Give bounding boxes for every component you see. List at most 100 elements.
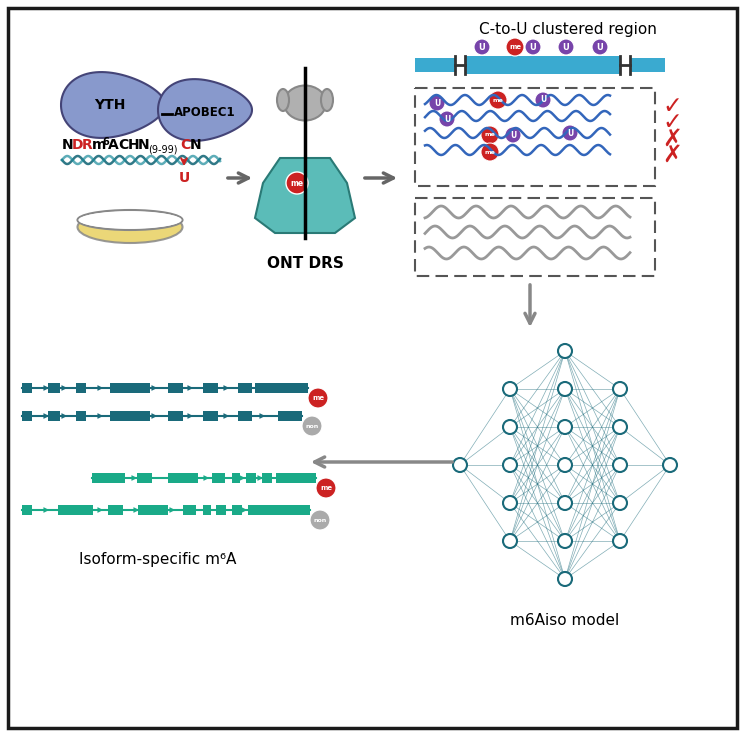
Bar: [76, 383, 86, 393]
Text: APOBEC1: APOBEC1: [174, 105, 236, 118]
Bar: [137, 473, 152, 483]
Text: N: N: [190, 138, 202, 152]
Circle shape: [503, 534, 517, 548]
Text: A: A: [108, 138, 118, 152]
Circle shape: [481, 143, 499, 161]
Circle shape: [613, 458, 627, 472]
Bar: [238, 383, 252, 393]
Circle shape: [558, 496, 572, 510]
Text: me: me: [291, 179, 303, 188]
Polygon shape: [61, 72, 165, 138]
Text: D: D: [72, 138, 83, 152]
Bar: [630, 58, 665, 72]
Text: Isoform-specific m⁶A: Isoform-specific m⁶A: [79, 552, 237, 567]
Bar: [168, 411, 183, 421]
Circle shape: [302, 416, 322, 436]
Ellipse shape: [77, 211, 183, 243]
Ellipse shape: [77, 210, 183, 230]
Bar: [168, 383, 183, 393]
Bar: [216, 505, 226, 515]
Bar: [278, 411, 302, 421]
Circle shape: [613, 534, 627, 548]
Text: C: C: [180, 138, 190, 152]
Text: U: U: [178, 171, 190, 185]
Text: N: N: [138, 138, 150, 152]
Text: YTH: YTH: [95, 98, 126, 112]
Text: ✓: ✓: [662, 94, 682, 118]
Bar: [276, 473, 316, 483]
Bar: [232, 473, 240, 483]
Polygon shape: [158, 79, 252, 141]
Text: N: N: [62, 138, 74, 152]
Circle shape: [503, 458, 517, 472]
Circle shape: [663, 458, 677, 472]
Text: m: m: [92, 138, 107, 152]
Text: non: non: [314, 517, 326, 523]
Bar: [246, 473, 256, 483]
Bar: [183, 505, 196, 515]
Text: U: U: [478, 43, 486, 52]
Text: me: me: [320, 485, 332, 491]
Bar: [203, 411, 218, 421]
Bar: [238, 411, 252, 421]
Text: ONT DRS: ONT DRS: [267, 256, 343, 271]
Bar: [415, 198, 655, 276]
Text: ✗: ✗: [662, 143, 682, 167]
Circle shape: [308, 388, 328, 408]
Bar: [465, 56, 620, 74]
Bar: [138, 505, 168, 515]
Bar: [168, 473, 198, 483]
Text: U: U: [510, 130, 516, 140]
Text: me: me: [509, 44, 521, 50]
Bar: [110, 411, 150, 421]
Text: m6Aiso model: m6Aiso model: [510, 613, 620, 628]
Circle shape: [506, 38, 524, 56]
Bar: [76, 411, 86, 421]
Text: R: R: [82, 138, 92, 152]
Text: U: U: [567, 129, 573, 138]
Bar: [255, 383, 308, 393]
Bar: [22, 505, 32, 515]
Circle shape: [503, 496, 517, 510]
Circle shape: [558, 572, 572, 586]
Text: U: U: [530, 43, 536, 52]
Circle shape: [474, 39, 490, 55]
Polygon shape: [255, 158, 355, 233]
Bar: [92, 473, 125, 483]
Ellipse shape: [78, 211, 182, 228]
Text: 6: 6: [102, 137, 109, 147]
Bar: [415, 58, 455, 72]
Text: me: me: [312, 395, 324, 401]
Circle shape: [558, 458, 572, 472]
Text: ✗: ✗: [662, 127, 682, 151]
Circle shape: [613, 382, 627, 396]
Circle shape: [592, 39, 608, 55]
Ellipse shape: [284, 85, 326, 121]
Text: (9-99): (9-99): [148, 144, 177, 154]
Circle shape: [558, 420, 572, 434]
Circle shape: [613, 496, 627, 510]
Text: non: non: [305, 423, 319, 428]
Circle shape: [562, 125, 578, 141]
Text: me: me: [484, 132, 495, 138]
Bar: [248, 505, 310, 515]
Bar: [48, 411, 60, 421]
Circle shape: [286, 172, 308, 194]
Text: U: U: [434, 99, 440, 107]
Text: me: me: [484, 149, 495, 155]
Circle shape: [503, 382, 517, 396]
Bar: [108, 505, 123, 515]
Circle shape: [558, 39, 574, 55]
Circle shape: [558, 344, 572, 358]
Text: C-to-U clustered region: C-to-U clustered region: [479, 22, 657, 37]
Circle shape: [316, 478, 336, 498]
Bar: [415, 88, 655, 186]
Circle shape: [505, 127, 521, 143]
Bar: [110, 383, 150, 393]
Circle shape: [525, 39, 541, 55]
Bar: [48, 383, 60, 393]
Bar: [22, 383, 32, 393]
Circle shape: [439, 111, 455, 127]
Circle shape: [558, 382, 572, 396]
Circle shape: [489, 91, 507, 109]
